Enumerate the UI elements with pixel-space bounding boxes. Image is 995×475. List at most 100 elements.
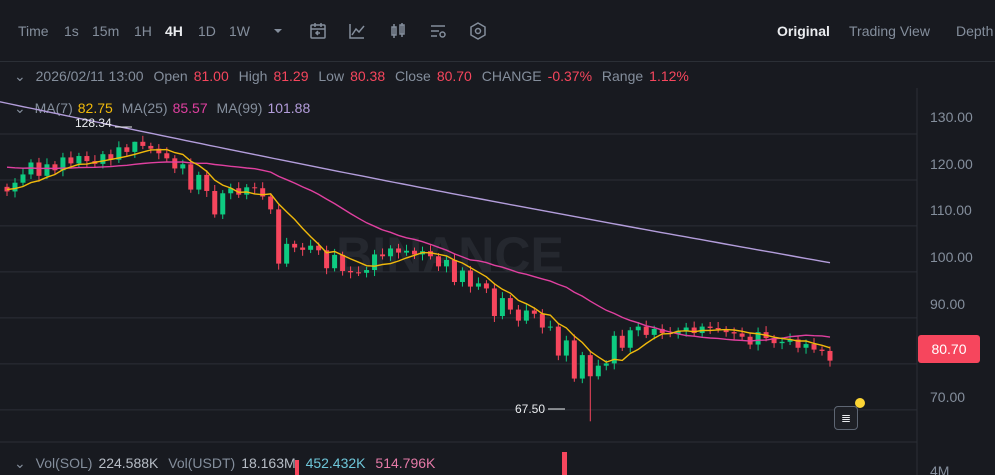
candle-body [459, 270, 465, 283]
candle-body [324, 250, 330, 269]
ma25-line [6, 161, 831, 342]
view-trading-view[interactable]: Trading View [849, 23, 930, 39]
candle-body [332, 254, 338, 269]
candle-body [124, 147, 130, 152]
volume-readout: ⌄ Vol(SOL) 224.588K Vol(USDT) 18.163M 452.… [14, 455, 441, 472]
close-label: Close [395, 68, 431, 84]
interval-1d[interactable]: 1D [198, 23, 216, 39]
candle-body [292, 243, 298, 248]
candle-body [84, 156, 90, 162]
candle-body [76, 156, 82, 164]
candle-body [308, 245, 314, 250]
candle-body [651, 328, 657, 335]
candle-body [260, 188, 266, 197]
interval-15m[interactable]: 15m [92, 23, 120, 39]
interval-1h[interactable]: 1H [134, 23, 152, 39]
candle-body [483, 283, 489, 289]
candle-body [827, 350, 833, 361]
high-label: High [238, 68, 268, 84]
candle-body [515, 309, 521, 321]
chart-toolbar: Time 1s 15m 1H 4H 1D 1W Original Trading… [0, 0, 995, 62]
candle-body [691, 327, 697, 334]
candle-body [220, 193, 226, 215]
candle-body [547, 326, 553, 328]
ma-readout: ⌄ MA(7) 82.75 MA(25) 85.57 MA(99) 101.88 [14, 100, 315, 117]
axis-label: 100.00 [930, 249, 973, 265]
vol-collapse-chevron-icon[interactable]: ⌄ [14, 455, 26, 471]
candle-body [619, 335, 625, 348]
candle-body [188, 164, 194, 190]
candle-body [348, 270, 354, 273]
notes-icon[interactable]: ≣ [834, 406, 858, 430]
interval-1w[interactable]: 1W [229, 23, 250, 39]
candle-body [739, 333, 745, 337]
time-tab[interactable]: Time [18, 23, 49, 39]
candle-body [427, 251, 433, 257]
close-value: 80.70 [436, 68, 472, 84]
candle-body [779, 341, 785, 344]
axis-label: 120.00 [930, 156, 973, 172]
candle-body [611, 335, 617, 364]
candle-body [108, 154, 114, 160]
candle-body [228, 188, 234, 194]
candle-body [388, 248, 394, 257]
view-original[interactable]: Original [777, 23, 830, 39]
ma99-label: MA(99) [216, 100, 263, 116]
candle-body [435, 256, 441, 267]
collapse-chevron-icon[interactable]: ⌄ [14, 68, 26, 84]
candle-body [539, 313, 545, 328]
candle-body [340, 254, 346, 271]
candle-body [20, 174, 26, 183]
candle-body [100, 154, 106, 164]
indicator-icon[interactable] [347, 21, 367, 41]
candle-type-icon[interactable] [388, 21, 408, 41]
candle-body [276, 209, 282, 264]
candle-body [467, 270, 473, 287]
volume-axis-label: 4M [930, 463, 950, 475]
vol-ma2-value: 514.796K [375, 455, 436, 471]
candle-body [396, 248, 402, 253]
candle-body [244, 187, 250, 195]
range-label: Range [601, 68, 644, 84]
change-value: -0.37% [547, 68, 593, 84]
candle-body [635, 326, 641, 331]
candle-body [563, 340, 569, 356]
candle-body [603, 363, 609, 366]
axis-label: 70.00 [930, 389, 966, 405]
candle-body [715, 327, 721, 330]
candle-body [12, 182, 18, 192]
interval-1s[interactable]: 1s [64, 23, 79, 39]
view-depth[interactable]: Depth [956, 23, 994, 39]
candle-body [731, 332, 737, 334]
candle-body [675, 330, 681, 334]
candle-body [451, 259, 457, 283]
low-annotation: 67.50 [515, 402, 545, 416]
candle-body [811, 344, 817, 350]
candle-body [723, 329, 729, 333]
candle-body [180, 164, 186, 169]
low-value: 80.38 [350, 68, 386, 84]
calendar-icon[interactable] [308, 21, 328, 41]
candle-body [316, 245, 322, 251]
ma25-value: 85.57 [172, 100, 208, 116]
high-annotation: 128.34 [75, 116, 112, 130]
candle-body [60, 157, 66, 171]
candle-body [268, 196, 274, 210]
candle-body [36, 162, 42, 176]
ma-collapse-chevron-icon[interactable]: ⌄ [14, 100, 26, 116]
candle-body [683, 327, 689, 331]
candle-body [380, 254, 386, 257]
interval-dropdown-icon[interactable] [268, 21, 288, 41]
candle-body [68, 157, 74, 164]
settings-list-icon[interactable] [428, 21, 448, 41]
hexagon-settings-icon[interactable] [468, 21, 488, 41]
candle-body [803, 344, 809, 348]
interval-4h[interactable]: 4H [165, 23, 183, 39]
candle-body [595, 365, 601, 377]
ohlc-readout: ⌄ 2026/02/11 13:00 Open 81.00 High 81.29 L… [14, 68, 695, 85]
open-value: 81.00 [193, 68, 229, 84]
candle-body [475, 283, 481, 287]
candle-body [212, 190, 218, 215]
change-label: CHANGE [481, 68, 542, 84]
